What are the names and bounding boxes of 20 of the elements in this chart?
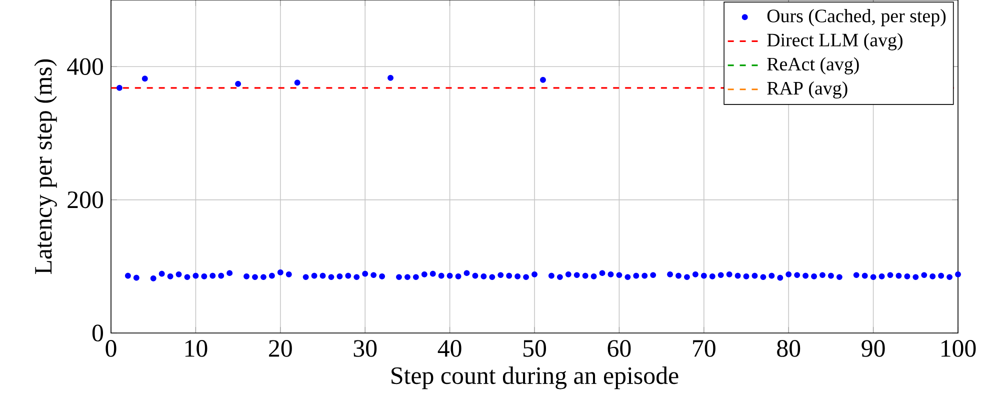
x-tick-label: 10 <box>185 340 208 357</box>
x-tick-label: 0 <box>106 340 116 357</box>
legend-label: ReAct (avg) <box>767 57 859 74</box>
x-tick-label: 80 <box>777 340 800 357</box>
y-axis-title: Latency per step (ms) <box>34 59 57 274</box>
x-tick-label: 20 <box>269 340 292 357</box>
x-tick-label: 40 <box>438 340 462 357</box>
y-tick-label: 400 <box>67 58 104 76</box>
x-axis-title: Step count during an episode <box>392 366 678 390</box>
x-tick-label: 30 <box>354 340 377 357</box>
x-tick-label: 50 <box>523 340 546 357</box>
x-tick-label: 90 <box>862 340 885 357</box>
legend-label: Ours (Cached, per step) <box>767 9 946 26</box>
x-tick-label: 70 <box>693 340 716 357</box>
y-tick-label: 200 <box>68 191 104 208</box>
y-tick-label: 0 <box>92 324 104 342</box>
x-tick-label: 100 <box>942 340 976 357</box>
x-tick-label: 60 <box>608 340 631 357</box>
legend-label: RAP (avg) <box>767 81 848 99</box>
legend-label: Direct LLM (avg) <box>767 33 902 50</box>
